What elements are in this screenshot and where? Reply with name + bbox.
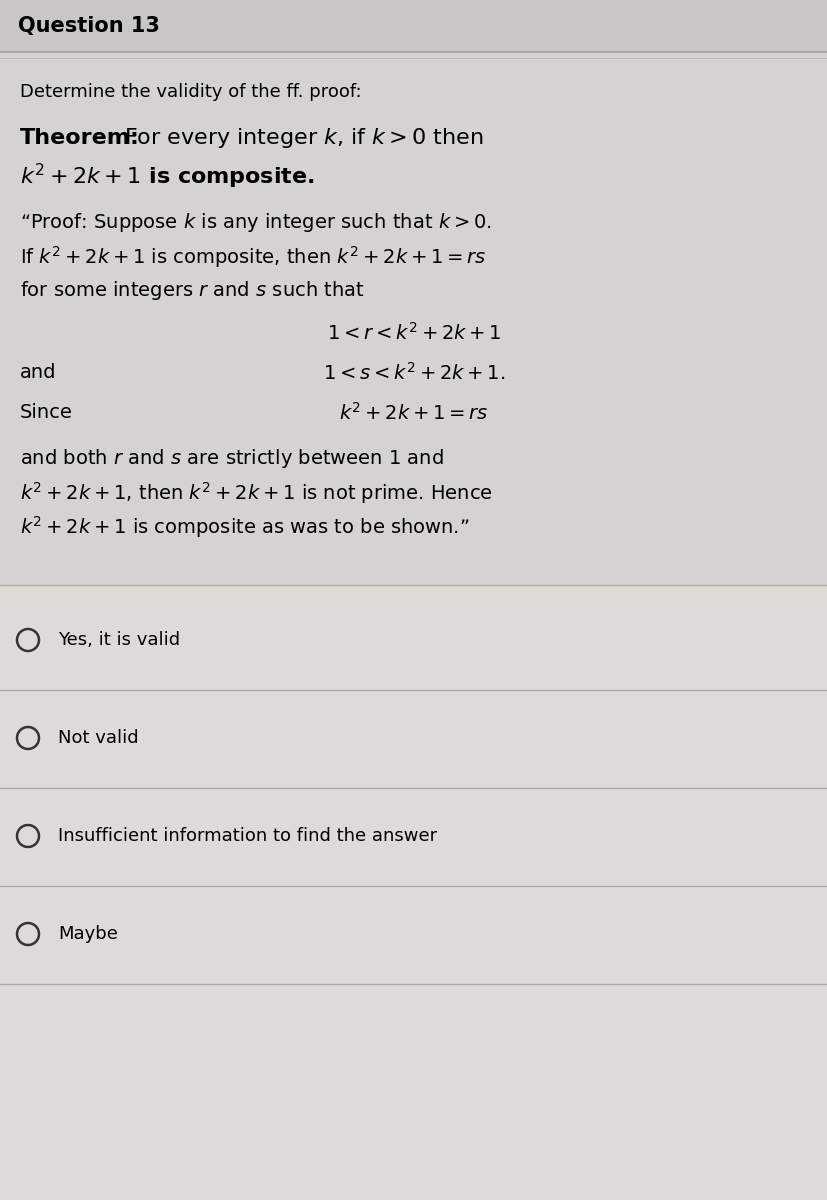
Text: “Proof: Suppose $k$ is any integer such that $k > 0$.: “Proof: Suppose $k$ is any integer such …	[20, 211, 491, 234]
Text: For every integer $k$, if $k > 0$ then: For every integer $k$, if $k > 0$ then	[117, 126, 483, 150]
Text: $1 < r < k^2+2k+1$: $1 < r < k^2+2k+1$	[327, 322, 500, 344]
Text: and both $r$ and $s$ are strictly between 1 and: and both $r$ and $s$ are strictly betwee…	[20, 448, 443, 470]
Text: Determine the validity of the ff. proof:: Determine the validity of the ff. proof:	[20, 83, 361, 101]
Text: $k^2+2k+1$, then $k^2+2k+1$ is not prime. Hence: $k^2+2k+1$, then $k^2+2k+1$ is not prime…	[20, 480, 492, 506]
Text: $1 < s < k^2+2k+1.$: $1 < s < k^2+2k+1.$	[323, 362, 504, 384]
Text: Insufficient information to find the answer: Insufficient information to find the ans…	[58, 827, 437, 845]
FancyBboxPatch shape	[0, 0, 827, 52]
Text: and: and	[20, 364, 56, 383]
Text: Since: Since	[20, 403, 73, 422]
Text: If $k^2+2k+1$ is composite, then $k^2+2k+1 = rs$: If $k^2+2k+1$ is composite, then $k^2+2k…	[20, 244, 486, 270]
Text: Maybe: Maybe	[58, 925, 117, 943]
Text: for some integers $r$ and $s$ such that: for some integers $r$ and $s$ such that	[20, 280, 365, 302]
Text: Not valid: Not valid	[58, 728, 138, 746]
FancyBboxPatch shape	[0, 584, 827, 1200]
Text: $k^2+2k+1$ is composite as was to be shown.”: $k^2+2k+1$ is composite as was to be sho…	[20, 514, 469, 540]
Text: Yes, it is valid: Yes, it is valid	[58, 631, 180, 649]
Text: Question 13: Question 13	[18, 16, 160, 36]
Text: $k^2+2k+1 = rs$: $k^2+2k+1 = rs$	[339, 402, 488, 424]
Text: Theorem:: Theorem:	[20, 128, 140, 148]
Text: $k^2+2k+1$ is composite.: $k^2+2k+1$ is composite.	[20, 162, 314, 191]
